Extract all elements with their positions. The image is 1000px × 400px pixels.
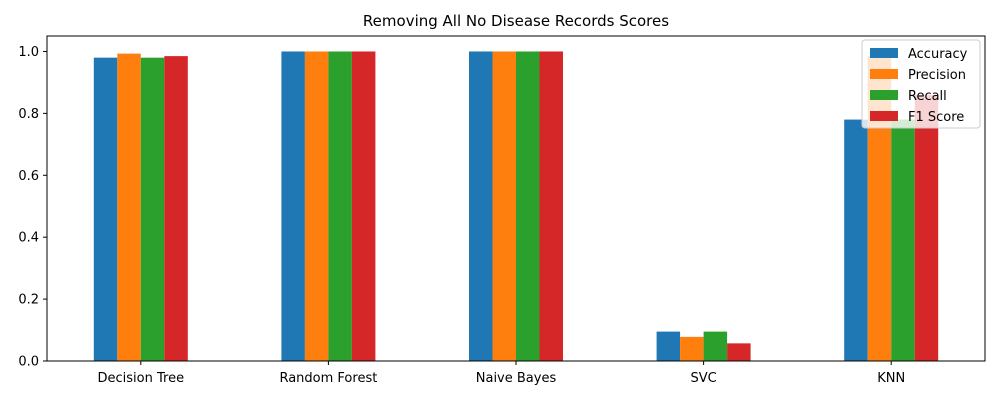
x-tick-label: SVC bbox=[690, 371, 716, 386]
bar bbox=[328, 51, 352, 361]
axes-group: Decision Tree Random Forest Naive Bayes SVC… bbox=[18, 35, 986, 386]
bar bbox=[492, 51, 516, 361]
legend-label: Accuracy bbox=[908, 47, 968, 62]
y-tick-label: 0.4 bbox=[18, 231, 39, 246]
bar bbox=[680, 336, 704, 361]
bar bbox=[117, 53, 141, 362]
bar bbox=[93, 57, 118, 362]
legend-swatch bbox=[870, 90, 898, 100]
bar bbox=[351, 51, 376, 361]
bar bbox=[469, 51, 493, 361]
x-tick-label: KNN bbox=[877, 371, 905, 386]
legend-label: Precision bbox=[908, 68, 966, 83]
y-tick-label: 0.8 bbox=[18, 107, 39, 122]
bar bbox=[140, 57, 165, 362]
bar bbox=[891, 119, 915, 361]
bars-group bbox=[93, 51, 939, 362]
bar bbox=[703, 331, 728, 361]
bar bbox=[304, 51, 329, 361]
bar bbox=[914, 94, 939, 362]
y-tick-label: 1.0 bbox=[18, 45, 39, 60]
bar bbox=[281, 51, 305, 361]
legend-box bbox=[861, 39, 981, 129]
y-tick-label: 0.2 bbox=[18, 293, 39, 308]
bar bbox=[844, 119, 868, 361]
x-tick-label: Decision Tree bbox=[98, 371, 185, 386]
y-tick-label: 0.6 bbox=[18, 169, 39, 184]
bar bbox=[727, 343, 751, 361]
bar bbox=[656, 331, 681, 361]
legend-swatch bbox=[870, 69, 898, 79]
legend: Accuracy Precision Recall F1 Score bbox=[861, 39, 981, 129]
bar bbox=[539, 51, 563, 361]
legend-label: Recall bbox=[908, 89, 947, 104]
x-tick-label: Naive Bayes bbox=[476, 371, 557, 386]
bar bbox=[164, 56, 188, 361]
legend-swatch bbox=[870, 48, 898, 58]
x-tick-label: Random Forest bbox=[279, 371, 377, 386]
plot-frame bbox=[46, 35, 986, 362]
bar bbox=[516, 51, 540, 361]
y-tick-label: 0.0 bbox=[18, 355, 39, 370]
legend-swatch bbox=[870, 111, 898, 121]
bar bbox=[867, 56, 892, 361]
chart-title: Removing All No Disease Records Scores bbox=[363, 12, 669, 30]
legend-label: F1 Score bbox=[908, 110, 964, 125]
